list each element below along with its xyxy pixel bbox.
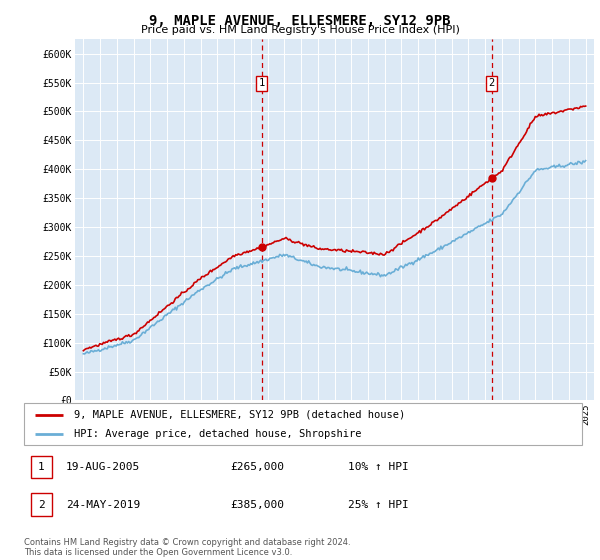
Text: 25% ↑ HPI: 25% ↑ HPI: [347, 500, 409, 510]
Bar: [31, 493, 52, 516]
Bar: [31, 456, 52, 478]
Text: 24-MAY-2019: 24-MAY-2019: [66, 500, 140, 510]
Text: 9, MAPLE AVENUE, ELLESMERE, SY12 9PB: 9, MAPLE AVENUE, ELLESMERE, SY12 9PB: [149, 14, 451, 28]
Text: 1: 1: [259, 78, 265, 88]
Text: £385,000: £385,000: [230, 500, 284, 510]
Text: 10% ↑ HPI: 10% ↑ HPI: [347, 462, 409, 472]
Text: 2: 2: [38, 500, 44, 510]
Text: Contains HM Land Registry data © Crown copyright and database right 2024.
This d: Contains HM Land Registry data © Crown c…: [24, 538, 350, 557]
Text: Price paid vs. HM Land Registry's House Price Index (HPI): Price paid vs. HM Land Registry's House …: [140, 25, 460, 35]
Text: 19-AUG-2005: 19-AUG-2005: [66, 462, 140, 472]
Text: HPI: Average price, detached house, Shropshire: HPI: Average price, detached house, Shro…: [74, 429, 362, 439]
Text: £265,000: £265,000: [230, 462, 284, 472]
Text: 9, MAPLE AVENUE, ELLESMERE, SY12 9PB (detached house): 9, MAPLE AVENUE, ELLESMERE, SY12 9PB (de…: [74, 409, 406, 419]
Text: 1: 1: [38, 462, 44, 472]
Text: 2: 2: [488, 78, 495, 88]
